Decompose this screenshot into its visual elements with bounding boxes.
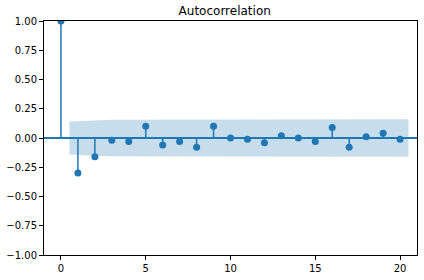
svg-text:0.00: 0.00 xyxy=(15,133,37,144)
svg-text:−0.75: −0.75 xyxy=(6,220,37,231)
svg-text:0: 0 xyxy=(58,263,64,274)
svg-text:1.00: 1.00 xyxy=(15,16,37,27)
svg-text:−0.25: −0.25 xyxy=(6,162,37,173)
svg-text:20: 20 xyxy=(394,263,407,274)
svg-text:−1.00: −1.00 xyxy=(6,250,37,261)
svg-text:0.50: 0.50 xyxy=(15,74,37,85)
svg-text:0.25: 0.25 xyxy=(15,103,37,114)
svg-text:Autocorrelation: Autocorrelation xyxy=(179,4,271,18)
svg-text:0.75: 0.75 xyxy=(15,45,37,56)
svg-text:−0.50: −0.50 xyxy=(6,191,37,202)
svg-text:10: 10 xyxy=(224,263,237,274)
svg-text:15: 15 xyxy=(309,263,322,274)
svg-text:5: 5 xyxy=(143,263,149,274)
